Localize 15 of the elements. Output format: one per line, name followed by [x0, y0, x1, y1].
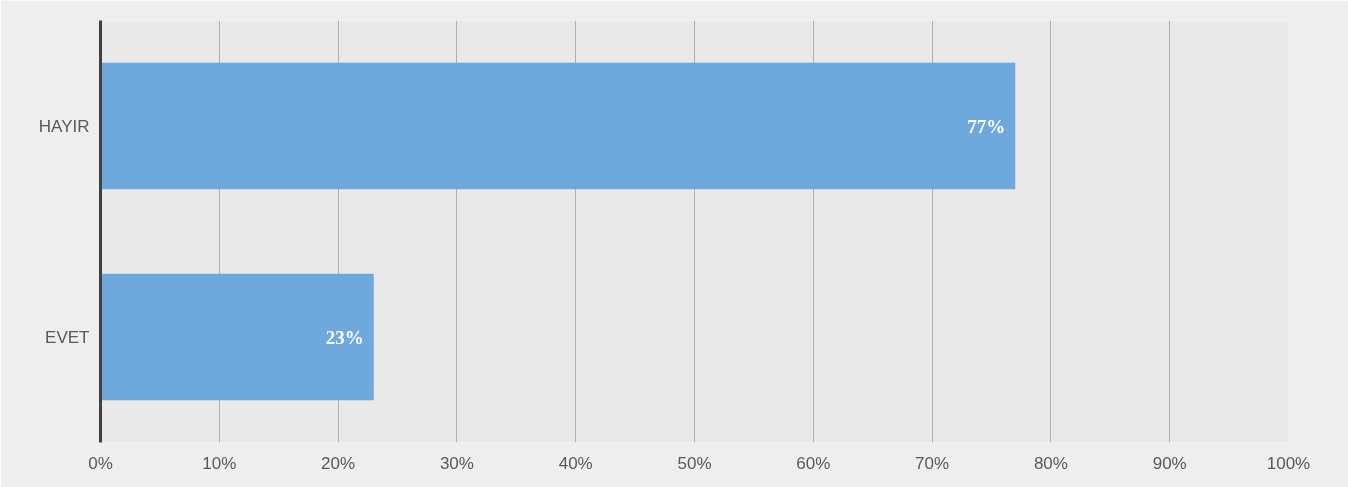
y-tick-label: HAYIR [38, 116, 90, 136]
x-tick-label: 50% [677, 453, 712, 473]
data-label: 77% [967, 115, 1006, 137]
x-tick-label: 70% [915, 453, 950, 473]
x-tick-label: 90% [1152, 453, 1187, 473]
y-tick-label: EVET [45, 327, 90, 347]
data-label: 23% [325, 326, 364, 348]
x-tick-label: 10% [202, 453, 237, 473]
x-tick-label: 40% [558, 453, 593, 473]
x-tick-label: 60% [796, 453, 831, 473]
x-tick-label: 30% [439, 453, 474, 473]
x-tick-label: 80% [1033, 453, 1068, 473]
x-tick-label: 20% [321, 453, 356, 473]
x-tick-label: 0% [88, 453, 113, 473]
x-tick-label: 100% [1266, 453, 1311, 473]
